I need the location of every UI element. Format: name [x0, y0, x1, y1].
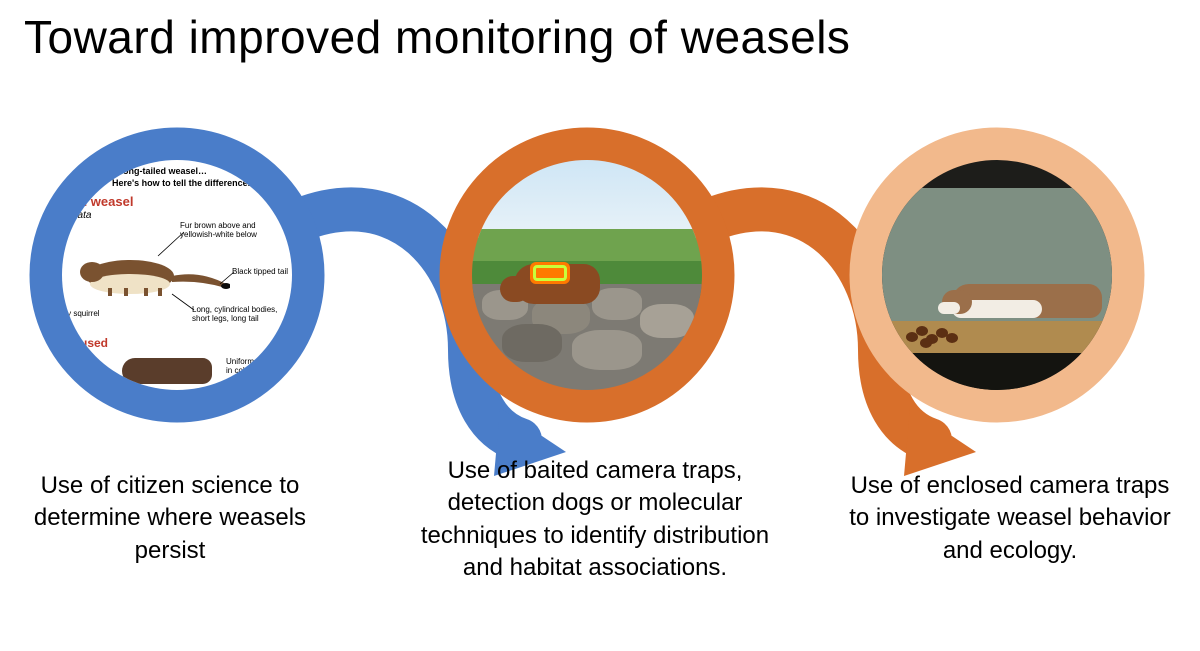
trap-weasel [952, 276, 1102, 328]
photo-camera-trap [882, 160, 1112, 390]
outdoor-scene [472, 160, 702, 390]
photo-detection-dog [472, 160, 702, 390]
dog-hi-vis-vest [530, 262, 570, 284]
caption-3: Use of enclosed camera traps to investig… [845, 470, 1175, 567]
trap-bait [906, 326, 966, 346]
dog-head [500, 276, 530, 302]
caption-1: Use of citizen science to determine wher… [5, 470, 335, 567]
detection-dog [500, 246, 610, 316]
trap-scene [882, 160, 1112, 390]
trap-shadow [882, 353, 1112, 390]
sky [472, 160, 702, 238]
sheet-leaders [62, 160, 292, 390]
trap-weasel-muzzle [938, 302, 960, 314]
infographic-page: Toward improved monitoring of weasels Th… [0, 0, 1200, 651]
species-sheet: The long-tailed weasel… Here's how to te… [62, 160, 292, 390]
caption-2: Use of baited camera traps, detection do… [415, 455, 775, 585]
photo-species-id-sheet: The long-tailed weasel… Here's how to te… [62, 160, 292, 390]
